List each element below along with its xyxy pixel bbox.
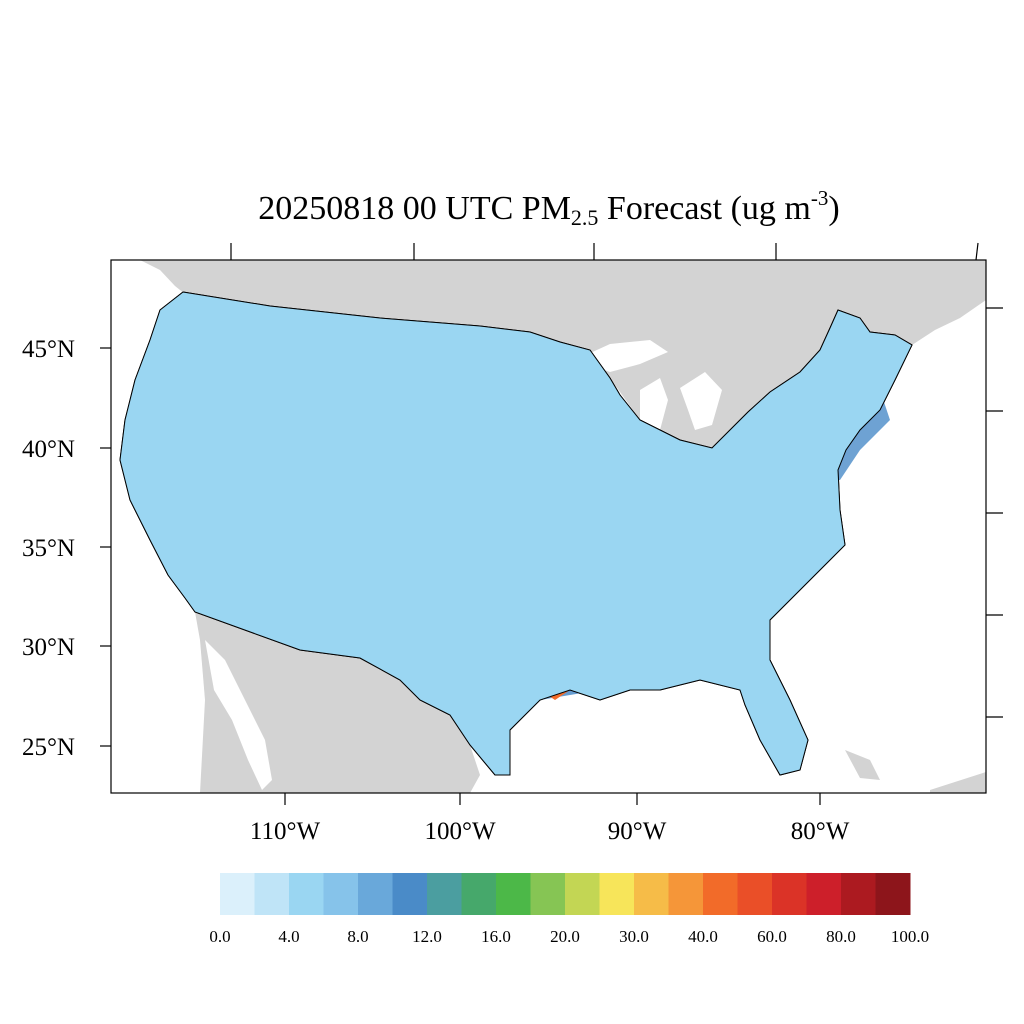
colorbar-swatch [875,873,911,915]
colorbar-tick-label: 30.0 [619,927,649,946]
colorbar-tick-label: 60.0 [757,927,787,946]
colorbar-swatch [220,873,255,915]
colorbar-swatch [634,873,669,915]
colorbar-swatch [668,873,704,915]
map-content [119,260,986,793]
lon-label-110: 110°W [250,818,321,845]
lon-label-80: 80°W [791,818,850,845]
colorbar-swatch [392,873,428,915]
canada-land [140,260,986,448]
colorbar-tick-label: 40.0 [688,927,718,946]
colorbar-tick-label: 16.0 [481,927,511,946]
colorbar-tick-label: 12.0 [412,927,442,946]
colorbar-swatch [496,873,531,915]
map-frame [110,259,987,794]
lat-label-35: 35°N [22,535,75,562]
title-unit: Forecast (ug m [598,190,811,227]
title-subscript: 2.5 [570,205,599,230]
colorbar-swatch [289,873,324,915]
colorbar-swatch [703,873,738,915]
colorbar-swatch [358,873,393,915]
colorbar-swatch [806,873,842,915]
latitude-labels: 45°N 40°N 35°N 30°N 25°N [22,336,75,761]
lat-label-25: 25°N [22,734,75,761]
colorbar-swatch [323,873,359,915]
colorbar-tick-label: 80.0 [826,927,856,946]
title-superscript: -3 [810,186,829,210]
colorbar-swatch [565,873,600,915]
colorbar-tick-label: 8.0 [347,927,368,946]
colorbar-swatch [461,873,497,915]
lon-label-100: 100°W [424,818,495,845]
map-title: 20250818 00 UTC PM2.5 Forecast (ug m-3) [0,186,1024,231]
colorbar-swatch [599,873,635,915]
colorbar-swatch [772,873,807,915]
lat-label-30: 30°N [22,634,75,661]
colorbar-swatch [427,873,462,915]
title-suffix: ) [828,190,840,227]
colorbar-swatch [254,873,290,915]
caribbean-land [845,750,986,793]
great-lakes [575,340,795,452]
colorbar-tick-label: 20.0 [550,927,580,946]
colorbar-swatch [737,873,773,915]
baja-water [205,640,272,790]
colorbar-swatch [841,873,876,915]
colorbar-tick-label: 100.0 [891,927,929,946]
colorbar-swatch [530,873,566,915]
colorbar-tick-label: 4.0 [278,927,299,946]
longitude-labels: 110°W 100°W 90°W 80°W [250,818,850,845]
lon-label-90: 90°W [608,818,667,845]
map-ticks [100,242,1003,805]
colorbar [220,873,911,915]
lat-label-45: 45°N [22,336,75,363]
colorbar-tick-label: 0.0 [209,927,230,946]
colorbar-labels: 0.0 4.0 8.0 12.0 16.0 20.0 30.0 40.0 60.0 80.0 100… [209,927,929,946]
title-main: 20250818 00 UTC PM [258,190,571,227]
lat-label-40: 40°N [22,436,75,463]
